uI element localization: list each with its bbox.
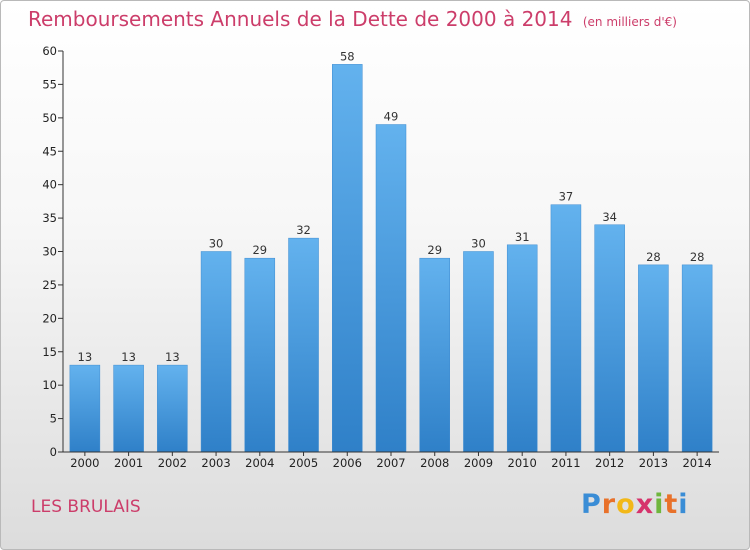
x-tick-label: 2012 xyxy=(595,456,624,470)
bar xyxy=(463,251,494,453)
bars-group: 13 13 13 30 29 32 58 49 29 30 31 37 34 28 28 xyxy=(69,49,713,453)
bar-value-label: 34 xyxy=(602,210,617,224)
y-tick-label: 10 xyxy=(42,378,57,392)
bar xyxy=(288,237,319,453)
bar-value-label: 29 xyxy=(252,243,267,257)
y-tick-label: 20 xyxy=(42,311,57,325)
x-tick-label: 2013 xyxy=(639,456,668,470)
bar xyxy=(332,64,363,453)
unit-label: (en milliers d'€) xyxy=(582,15,677,29)
bar xyxy=(638,264,669,453)
bar-value-label: 49 xyxy=(384,110,399,124)
bar xyxy=(244,257,276,453)
x-tick-label: 2008 xyxy=(420,456,449,470)
bar-value-label: 58 xyxy=(340,49,355,63)
x-tick-label: 2000 xyxy=(70,456,99,470)
bar xyxy=(419,257,450,453)
bar-value-label: 32 xyxy=(296,223,311,237)
bar-value-label: 29 xyxy=(427,243,442,257)
title-text: Remboursements Annuels de la Dette de 20… xyxy=(28,7,573,31)
bar xyxy=(550,204,582,453)
bar xyxy=(200,251,232,453)
y-tick-label: 35 xyxy=(42,211,57,225)
chart-title: Remboursements Annuels de la Dette de 20… xyxy=(28,7,677,31)
commune-name: LES BRULAIS xyxy=(31,497,141,517)
x-tick-label: 2009 xyxy=(464,456,493,470)
x-tick-label: 2014 xyxy=(682,456,711,470)
y-tick-label: 50 xyxy=(42,111,57,125)
bar xyxy=(506,244,538,453)
y-tick-label: 55 xyxy=(42,77,57,91)
logo-letter: i xyxy=(654,489,665,520)
logo-letter: r xyxy=(601,489,617,520)
logo-letter: x xyxy=(635,489,655,520)
x-tick-label: 2003 xyxy=(201,456,230,470)
bar-value-label: 13 xyxy=(165,350,180,364)
logo-letter: o xyxy=(616,489,636,520)
y-tick-label: 0 xyxy=(50,445,57,459)
bar-value-label: 37 xyxy=(559,190,574,204)
x-tick-label: 2005 xyxy=(289,456,318,470)
x-tick-label: 2002 xyxy=(158,456,187,470)
x-tick-label: 2007 xyxy=(376,456,405,470)
y-tick-label: 40 xyxy=(42,178,57,192)
logo-letter: P xyxy=(581,489,602,520)
bar xyxy=(594,224,625,453)
y-tick-label: 5 xyxy=(50,412,57,426)
bar-value-label: 30 xyxy=(471,237,486,251)
bar-value-label: 13 xyxy=(78,350,93,364)
bar-value-label: 31 xyxy=(515,230,530,244)
x-tick-label: 2001 xyxy=(114,456,143,470)
axes-group: 0 5 10 15 20 25 30 35 40 45 50 55 60 2000 2001 2002 2003… xyxy=(42,44,719,470)
logo-letter: i xyxy=(678,489,689,520)
proxiti-logo: Proxiti xyxy=(581,489,689,520)
x-tick-label: 2006 xyxy=(333,456,362,470)
y-tick-label: 25 xyxy=(42,278,57,292)
bar xyxy=(157,364,188,453)
y-tick-label: 60 xyxy=(42,44,57,58)
y-tick-label: 30 xyxy=(42,245,57,259)
bar xyxy=(69,364,101,453)
y-tick-label: 45 xyxy=(42,144,57,158)
x-tick-label: 2010 xyxy=(508,456,537,470)
bar xyxy=(375,124,407,453)
logo-letter: t xyxy=(664,489,679,520)
bar-value-label: 30 xyxy=(209,237,224,251)
bar-value-label: 28 xyxy=(646,250,661,264)
bar xyxy=(113,364,144,453)
x-tick-label: 2011 xyxy=(551,456,580,470)
bar xyxy=(681,264,713,453)
y-tick-label: 15 xyxy=(42,345,57,359)
x-tick-label: 2004 xyxy=(245,456,274,470)
bar-value-label: 28 xyxy=(690,250,705,264)
bar-value-label: 13 xyxy=(121,350,136,364)
